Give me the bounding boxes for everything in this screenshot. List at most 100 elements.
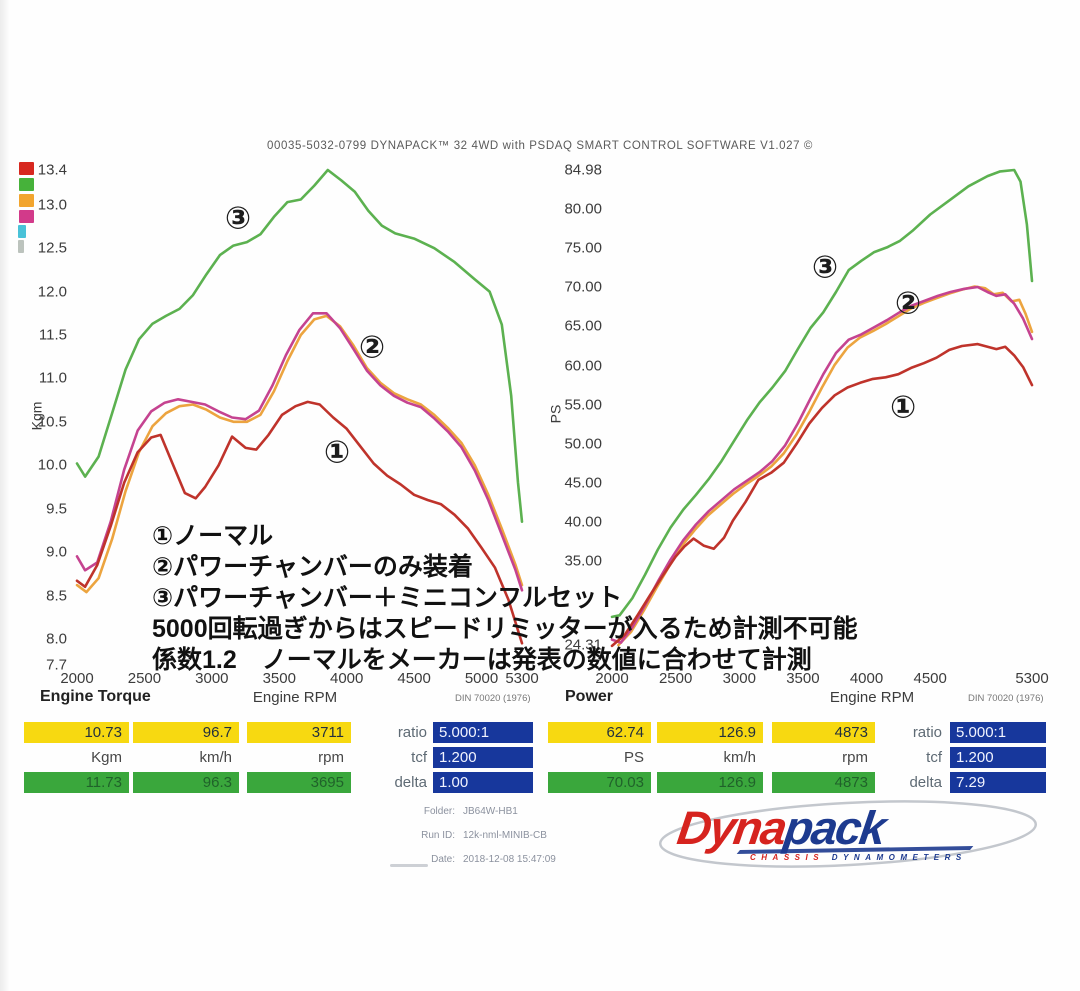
result-cell: 96.7: [133, 722, 239, 743]
curve-run2-power-chamber-orange: [75, 314, 524, 594]
y-tick-label: 10.0: [37, 456, 67, 474]
paper-edge-shadow: [0, 0, 10, 991]
y-tick-label: 13.0: [37, 196, 67, 214]
scan-artifact-dash: [390, 864, 428, 867]
x-tick-label: 2000: [595, 670, 629, 687]
note-line-2: ②パワーチャンバーのみ装着: [152, 553, 473, 581]
unit-cell: rpm: [318, 749, 344, 766]
run-info-value: JB64W-HB1: [463, 806, 518, 817]
param-value: 7.29: [950, 772, 1046, 793]
result-cell: 3711: [247, 722, 351, 743]
curve-callout-③: ③: [224, 200, 252, 236]
logo-subtitle: CHASSIS DYNAMOMETERS: [750, 853, 967, 862]
right-y-axis-unit: PS: [547, 404, 564, 424]
result-cell: 3695: [247, 772, 351, 793]
x-tick-label: 3000: [722, 670, 756, 687]
y-tick-label: 7.7: [46, 656, 67, 674]
x-tick-label: 4500: [397, 670, 431, 687]
logo-subtitle-dynamometers: DYNAMOMETERS: [831, 853, 967, 862]
note-line-4: 5000回転過ぎからはスピードリミッターが入るため計測不可能: [152, 615, 858, 643]
legend-swatch-magenta: [19, 210, 34, 223]
left-din-note: DIN 70020 (1976): [455, 693, 531, 704]
right-din-note: DIN 70020 (1976): [968, 693, 1044, 704]
x-tick-label: 4000: [330, 670, 364, 687]
left-y-axis-unit: Kgm: [28, 401, 45, 431]
note-line-3: ③パワーチャンバー＋ミニコンフルセット: [152, 584, 623, 612]
result-cell: 11.73: [24, 772, 129, 793]
y-tick-label: 9.5: [46, 500, 67, 518]
japanese-notes-block: ①ノーマル ②パワーチャンバーのみ装着 ③パワーチャンバー＋ミニコンフルセット …: [152, 521, 892, 676]
y-tick-label: 45.00: [564, 474, 602, 492]
unit-cell: PS: [623, 749, 644, 766]
unit-cell: km/h: [723, 749, 756, 766]
curve-run1-normal-red: [75, 400, 524, 645]
run-info-value: 12k-nml-MINIB-CB: [463, 830, 547, 841]
x-tick-label: 3500: [262, 670, 296, 687]
param-label: delta: [394, 774, 427, 791]
dynapack-logo: Dynapack CHASSIS DYNAMOMETERS: [652, 796, 1052, 874]
y-tick-label: 8.0: [46, 630, 67, 648]
curve-callout-①: ①: [323, 434, 351, 470]
param-label: ratio: [397, 724, 427, 741]
curve-run2-power-chamber-orange: [617, 285, 1034, 647]
y-tick-label: 35.00: [564, 552, 602, 570]
y-tick-label: 75.00: [564, 239, 602, 257]
note-line-1: ①ノーマル: [152, 522, 274, 550]
y-tick-label: 9.0: [46, 543, 67, 561]
y-tick-label: 50.00: [564, 435, 602, 453]
param-value: 1.200: [433, 747, 533, 768]
y-tick-label: 12.5: [37, 239, 67, 257]
unit-cell: rpm: [842, 749, 868, 766]
run-info-value: 2018-12-08 15:47:09: [463, 854, 556, 865]
param-label: ratio: [912, 724, 942, 741]
logo-word-dyna: Dyna: [674, 801, 789, 854]
curve-run3-full-set-green: [610, 168, 1034, 619]
y-tick-label: 84.98: [564, 161, 602, 179]
curve-callout-①: ①: [889, 389, 917, 425]
result-cell: 10.73: [24, 722, 129, 743]
left-chart-title: Engine Torque: [40, 688, 151, 705]
left-x-axis-label: Engine RPM: [252, 689, 338, 706]
x-tick-label: 2000: [60, 670, 94, 687]
curve-callout-②: ②: [894, 285, 922, 321]
y-tick-label: 55.00: [564, 396, 602, 414]
y-tick-label: 70.00: [564, 278, 602, 296]
result-cell: 4873: [772, 772, 875, 793]
x-tick-label: 3500: [786, 670, 820, 687]
x-tick-label: 3000: [195, 670, 229, 687]
legend-swatch-cyan: [18, 225, 26, 238]
param-label: tcf: [411, 749, 427, 766]
x-tick-label: 2500: [658, 670, 693, 687]
y-tick-label: 24.31: [564, 636, 602, 654]
param-value: 1.00: [433, 772, 533, 793]
y-tick-label: 11.5: [38, 326, 67, 344]
y-tick-label: 8.5: [46, 587, 67, 605]
unit-cell: Kgm: [91, 749, 122, 766]
run-info-label: Run ID:: [421, 830, 455, 841]
curve-callout-③: ③: [811, 249, 839, 285]
y-tick-label: 13.4: [37, 161, 67, 179]
param-label: tcf: [926, 749, 942, 766]
curve-run1-normal-red: [610, 342, 1034, 648]
x-tick-label: 5300: [1015, 670, 1049, 687]
curve-callout-②: ②: [358, 329, 386, 365]
logo-word-pack: pack: [781, 801, 888, 854]
result-cell: 70.03: [548, 772, 651, 793]
curve-run3-full-set-green: [75, 168, 524, 524]
result-cell: 96.3: [133, 772, 239, 793]
x-tick-label: 2500: [127, 670, 162, 687]
y-tick-label: 80.00: [564, 200, 602, 218]
result-cell: 126.9: [657, 772, 763, 793]
note-line-5: 係数1.2 ノーマルをメーカーは発表の数値に合わせて計測: [152, 646, 812, 674]
logo-subtitle-chassis: CHASSIS: [750, 853, 825, 862]
legend-swatch-orange: [19, 194, 34, 207]
unit-cell: km/h: [199, 749, 232, 766]
y-tick-label: 10.5: [37, 413, 67, 431]
param-value: 5.000:1: [950, 722, 1046, 743]
legend-swatch-silver: [18, 240, 24, 253]
y-tick-label: 40.00: [564, 513, 602, 531]
result-cell: 126.9: [657, 722, 763, 743]
logo-wordmark: Dynapack: [674, 800, 888, 855]
